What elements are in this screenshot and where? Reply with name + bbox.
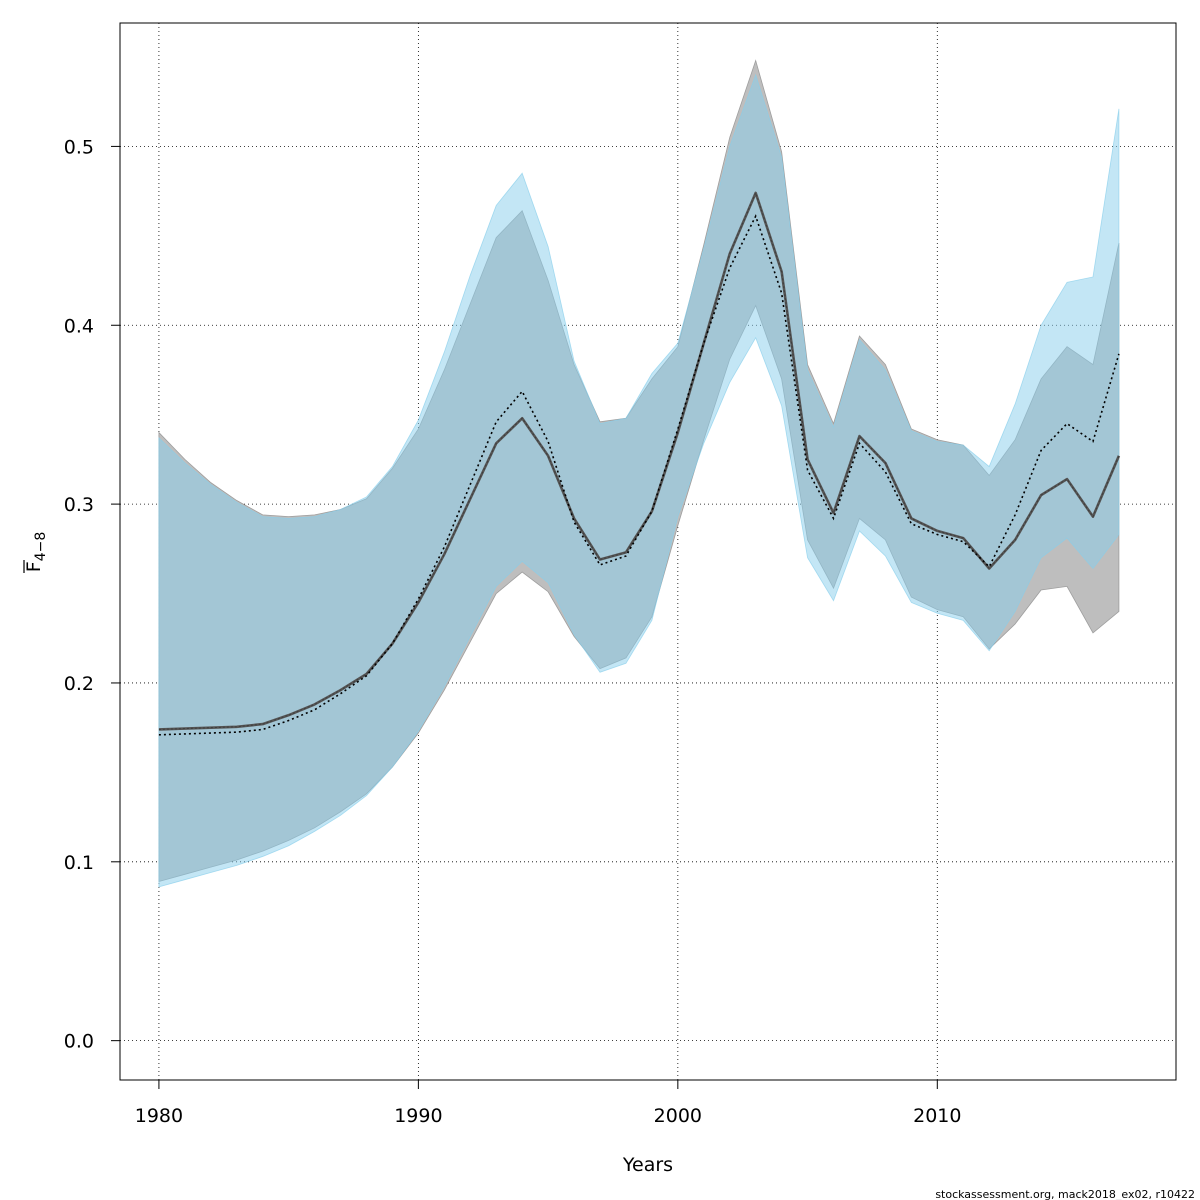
confidence-band-blue — [158, 73, 1120, 888]
y-tick-label-0.0: 0.0 — [64, 1031, 94, 1053]
y-axis-title-main: F — [23, 561, 45, 572]
y-tick-label-0.5: 0.5 — [64, 136, 94, 158]
estimate-line-gray-inner — [158, 191, 1120, 730]
y-axis-title-subscript: 4−8 — [33, 532, 49, 562]
x-tick-label-2010: 2010 — [913, 1105, 961, 1127]
line-layer — [158, 191, 1121, 736]
axis-layer: 1980 1990 2000 2010 0.0 0.1 0.2 0.3 0.4 0.5 — [64, 136, 962, 1127]
y-tick-label-0.1: 0.1 — [64, 852, 94, 874]
x-tick-label-1980: 1980 — [135, 1105, 183, 1127]
y-tick-label-0.2: 0.2 — [64, 673, 94, 695]
x-tick-label-1990: 1990 — [394, 1105, 442, 1127]
y-axis-title: F4−8 — [23, 532, 49, 573]
x-tick-label-2000: 2000 — [654, 1105, 702, 1127]
svg-text:F4−8: F4−8 — [23, 532, 49, 572]
credit-text: stockassessment.org, mack2018_ex02, r104… — [935, 1188, 1195, 1200]
x-axis-title: Years — [622, 1154, 673, 1176]
y-tick-label-0.4: 0.4 — [64, 315, 94, 337]
band-layer — [158, 59, 1120, 888]
y-tick-label-0.3: 0.3 — [64, 494, 94, 516]
